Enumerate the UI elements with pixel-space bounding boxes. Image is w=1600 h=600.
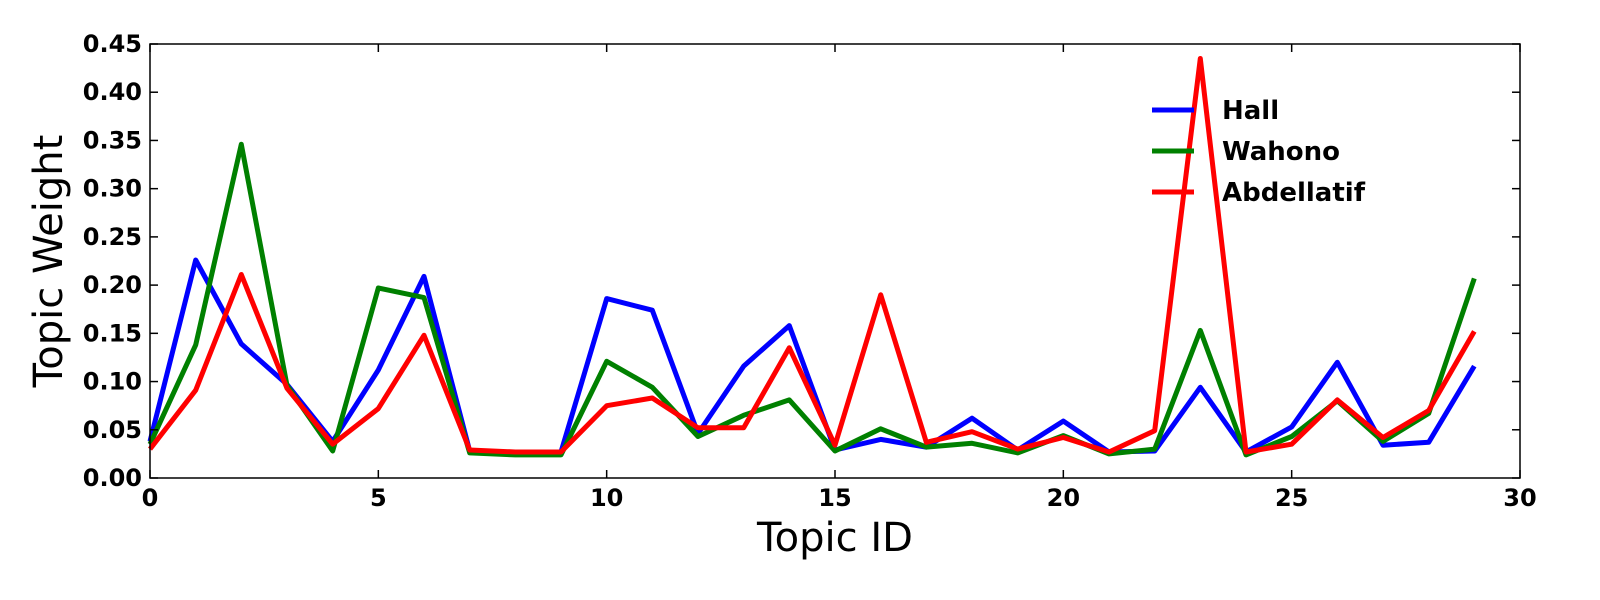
x-axis-title: Topic ID: [756, 515, 913, 561]
x-tick-label: 30: [1503, 484, 1536, 512]
y-axis-title: Topic Weight: [26, 135, 72, 389]
x-tick-label: 0: [142, 484, 159, 512]
series-line-hall: [147, 257, 1477, 456]
series-line-abdellatif: [148, 56, 1477, 455]
x-tick-label: 10: [590, 484, 623, 512]
plot-frame: [149, 43, 1521, 479]
y-tick-label: 0.00: [83, 464, 142, 492]
legend: Hall Wahono Abdellatif: [1152, 96, 1366, 208]
y-tick-label: 0.25: [83, 223, 142, 251]
legend-label-wahono: Wahono: [1222, 137, 1340, 167]
y-tick-label: 0.40: [83, 78, 142, 106]
x-tick-label: 20: [1047, 484, 1080, 512]
series-layer: [147, 56, 1477, 458]
y-tick-label: 0.35: [83, 126, 142, 154]
legend-label-abdellatif: Abdellatif: [1222, 178, 1366, 208]
x-tick-label: 15: [818, 484, 851, 512]
y-tick-label: 0.10: [83, 368, 142, 396]
y-tick-label: 0.45: [83, 30, 142, 58]
y-tick-label: 0.05: [83, 416, 142, 444]
y-tick-label: 0.15: [83, 319, 142, 347]
ticks-layer: 0 5 10 15 20 25 30 0.00 0.05 0.10 0.15 0.20 0.25 0.30…: [83, 30, 1537, 512]
legend-label-hall: Hall: [1222, 96, 1279, 126]
y-tick-label: 0.30: [83, 175, 142, 203]
y-tick-label: 0.20: [83, 271, 142, 299]
x-tick-label: 5: [370, 484, 387, 512]
x-tick-label: 25: [1275, 484, 1308, 512]
